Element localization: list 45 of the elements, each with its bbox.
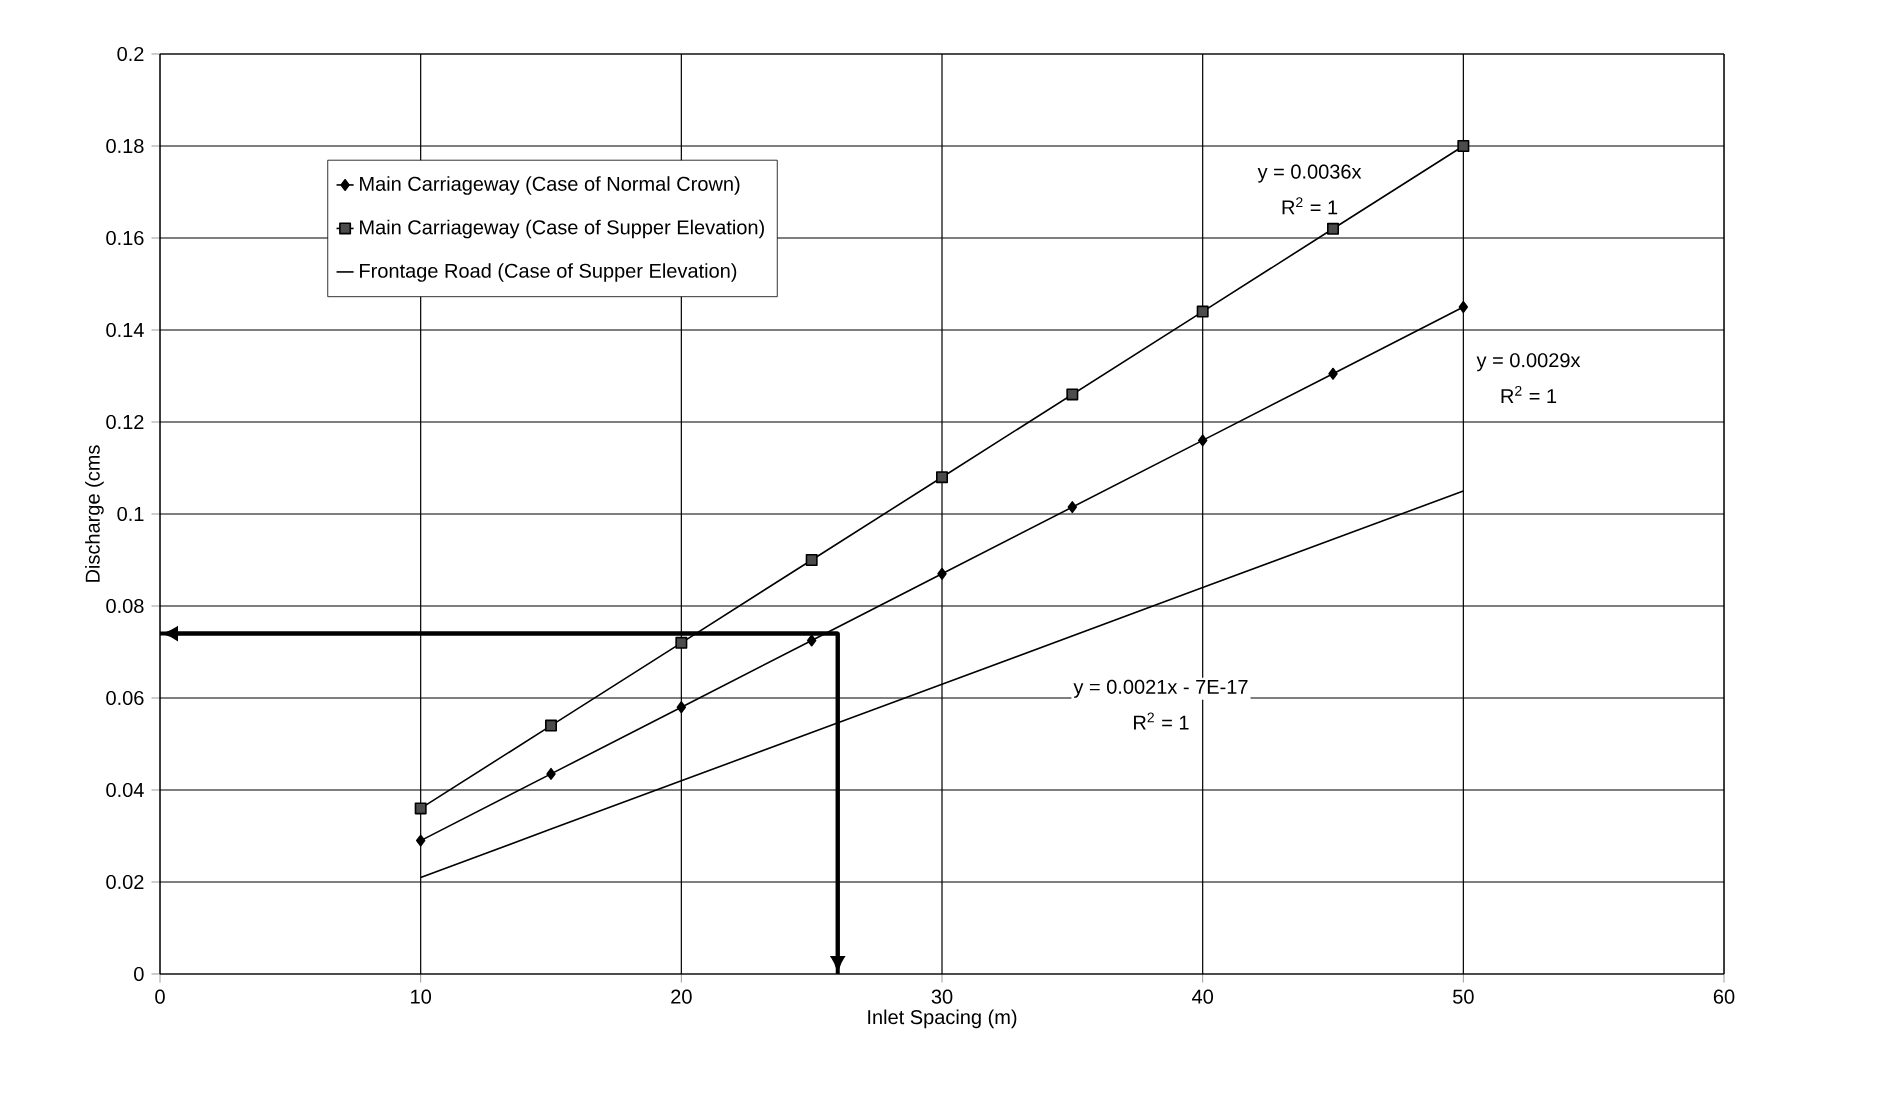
annotation: R$^{2}$ = 1 <box>1134 712 1189 730</box>
point <box>1458 301 1469 313</box>
annotation: y = 0.0036x <box>1257 164 1362 183</box>
y-tick-label: 0 <box>134 966 144 982</box>
legend-label: Main Carriageway (Case of Normal Crown) <box>360 176 740 195</box>
legend-label: Main Carriageway (Case of Supper Elevation) <box>360 219 764 239</box>
y-tick-label: 0.16 <box>106 230 144 246</box>
point <box>1066 388 1079 401</box>
point <box>676 701 687 714</box>
annotation: R$^{2}$ = 1 <box>1282 197 1338 215</box>
point <box>1196 305 1209 318</box>
point <box>1327 222 1340 235</box>
point <box>1197 434 1208 447</box>
point <box>1457 140 1470 152</box>
point <box>805 554 818 566</box>
x-tick-label: 50 <box>1453 989 1474 1004</box>
y-tick-label: 0.04 <box>106 782 144 798</box>
annotation: y = 0.0029x <box>1476 353 1581 372</box>
legend-label: Frontage Road (Case of Supper Elevation) <box>360 263 737 282</box>
y-tick-label: 0.12 <box>106 414 144 430</box>
point <box>1328 367 1338 380</box>
point <box>546 767 556 780</box>
y-tick-label: 0.2 <box>117 46 144 62</box>
point <box>415 834 426 847</box>
y-tick-label: 0.18 <box>106 138 144 154</box>
y-tick-label: 0.1 <box>117 506 144 522</box>
x-tick-label: 0 <box>155 989 165 1004</box>
y-tick-label: 0.14 <box>106 322 144 338</box>
y-tick-label: 0.08 <box>106 598 144 614</box>
x-tick-label: 20 <box>671 989 692 1004</box>
point <box>936 471 949 484</box>
y-tick-label: 0.02 <box>106 874 144 890</box>
point <box>1067 501 1078 514</box>
x-axis-title: Inlet Spacing (m) <box>868 1009 1017 1029</box>
y-tick-label: 0.06 <box>106 690 144 706</box>
x-tick-label: 60 <box>1713 989 1735 1004</box>
x-tick-label: 30 <box>931 989 953 1004</box>
point <box>414 802 427 815</box>
annotation: R$^{2}$ = 1 <box>1501 385 1557 403</box>
point <box>545 719 558 732</box>
annotation: y = 0.0021x - 7E-17 <box>1073 679 1248 698</box>
x-tick-label: 40 <box>1192 989 1214 1004</box>
point <box>937 567 947 580</box>
x-tick-label: 10 <box>411 989 432 1004</box>
y-axis-title: Discharge (cms <box>85 445 104 582</box>
